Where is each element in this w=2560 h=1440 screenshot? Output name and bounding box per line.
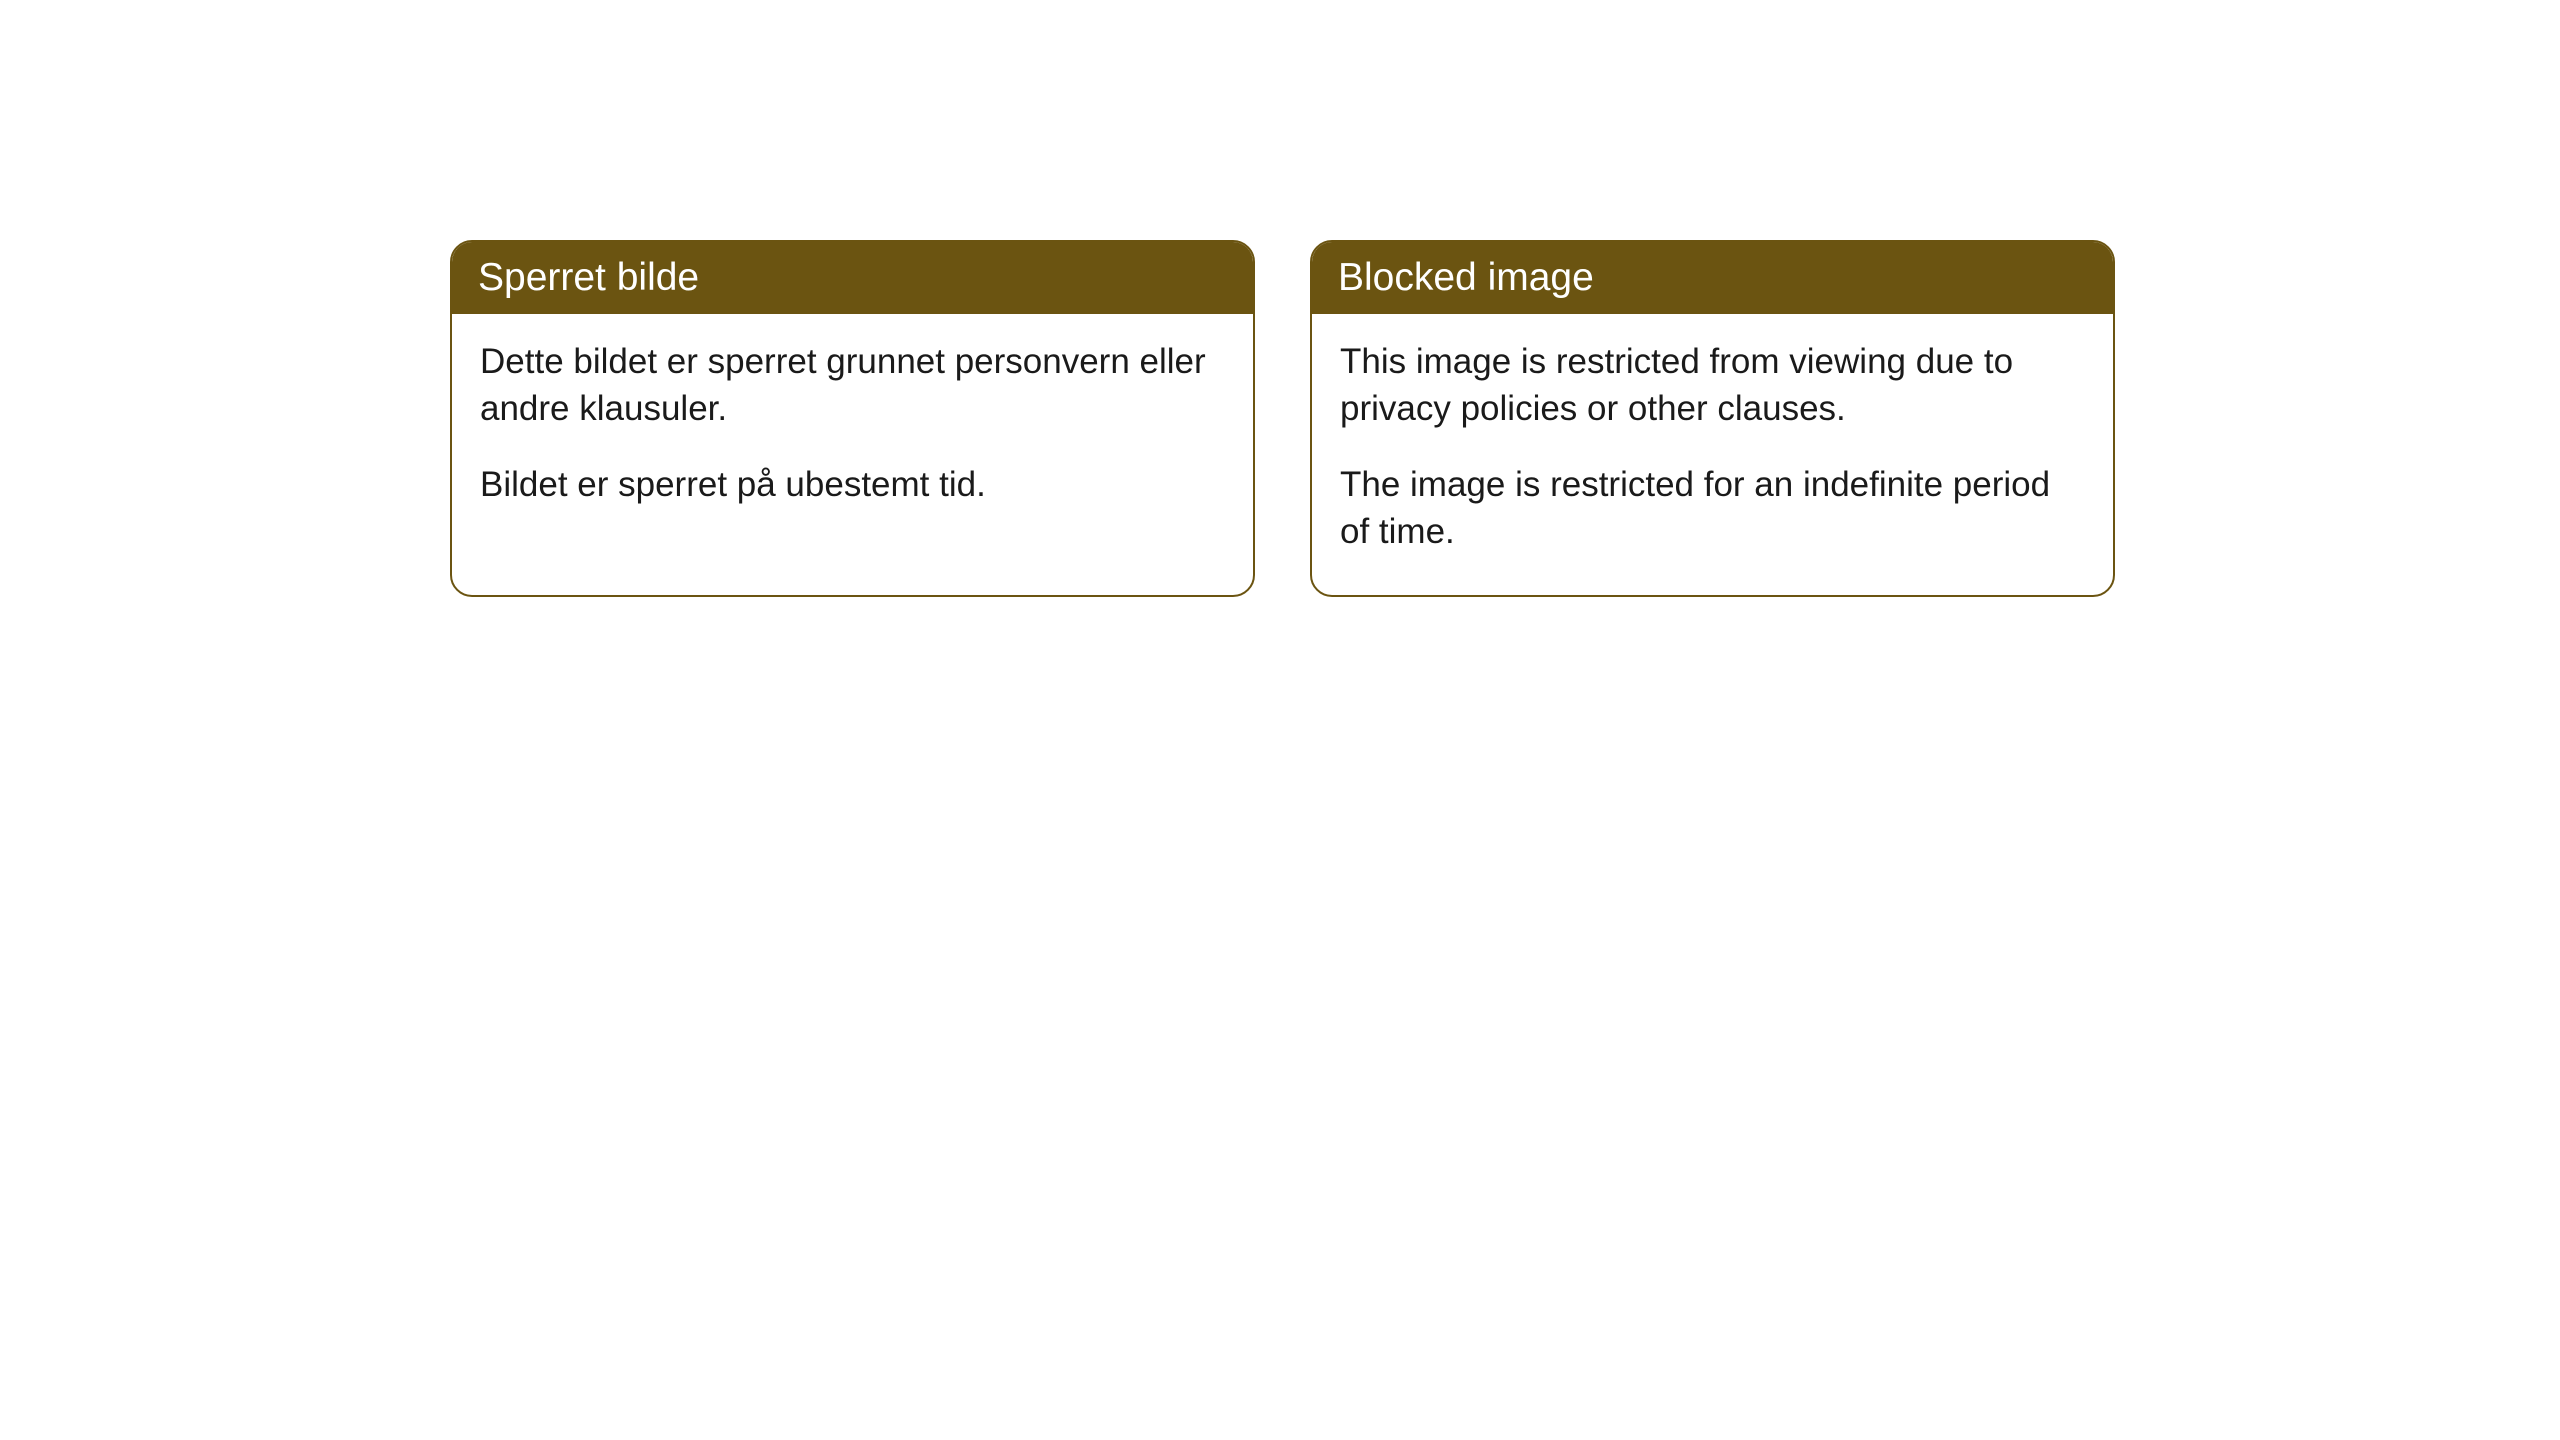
notice-cards-container: Sperret bilde Dette bildet er sperret gr… — [450, 240, 2560, 597]
card-body: Dette bildet er sperret grunnet personve… — [452, 314, 1253, 548]
card-paragraph: Bildet er sperret på ubestemt tid. — [480, 461, 1225, 508]
blocked-image-card-norwegian: Sperret bilde Dette bildet er sperret gr… — [450, 240, 1255, 597]
card-title: Sperret bilde — [478, 256, 699, 299]
card-header: Sperret bilde — [452, 242, 1253, 314]
card-paragraph: The image is restricted for an indefinit… — [1340, 461, 2085, 556]
card-header: Blocked image — [1312, 242, 2113, 314]
card-paragraph: This image is restricted from viewing du… — [1340, 338, 2085, 433]
card-paragraph: Dette bildet er sperret grunnet personve… — [480, 338, 1225, 433]
card-title: Blocked image — [1338, 256, 1594, 299]
card-body: This image is restricted from viewing du… — [1312, 314, 2113, 595]
blocked-image-card-english: Blocked image This image is restricted f… — [1310, 240, 2115, 597]
